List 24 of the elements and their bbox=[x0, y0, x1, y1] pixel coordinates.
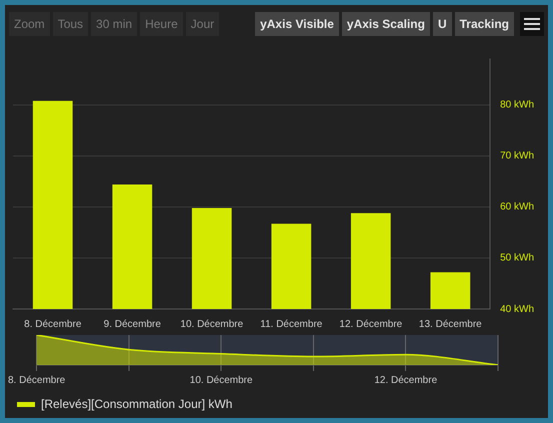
legend-label: [Relevés][Consommation Jour] kWh bbox=[41, 397, 232, 411]
text: U bbox=[432, 12, 452, 36]
text: Tous bbox=[52, 12, 88, 36]
y-tick-label: 40 kWh bbox=[500, 304, 534, 315]
x-tick-label: 12. Décembre bbox=[339, 318, 403, 330]
x-tick-label: 10. Décembre bbox=[180, 318, 244, 330]
text: 30 min bbox=[91, 12, 138, 36]
text: Tracking bbox=[454, 12, 514, 36]
x-tick-label: 11. Décembre bbox=[260, 318, 323, 330]
x-tick-label: 9. Décembre bbox=[104, 318, 162, 330]
y-tick-label: 50 kWh bbox=[500, 252, 534, 264]
text: yAxis Visible bbox=[255, 12, 339, 36]
y-tick-label: 80 kWh bbox=[500, 100, 534, 111]
text: Heure bbox=[140, 12, 183, 36]
y-tick-label: 60 kWh bbox=[500, 202, 534, 213]
x-tick-label: 8. Décembre bbox=[8, 374, 66, 386]
text: Jour bbox=[186, 12, 220, 36]
x-tick-label: 8. Décembre bbox=[24, 318, 82, 330]
y-tick-label: 70 kWh bbox=[500, 150, 534, 162]
x-tick-label: 10. Décembre bbox=[190, 374, 254, 386]
x-tick-label: 12. Décembre bbox=[374, 374, 438, 386]
text: Zoom bbox=[9, 12, 50, 36]
x-tick-label: 13. Décembre bbox=[418, 318, 482, 330]
text: yAxis Scaling bbox=[342, 12, 430, 36]
